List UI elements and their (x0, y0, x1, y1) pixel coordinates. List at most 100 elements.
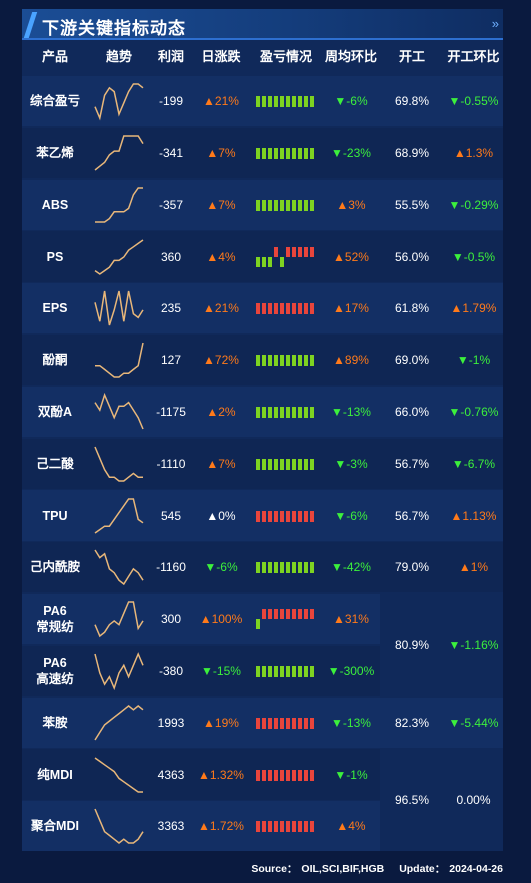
loss-bar (310, 769, 314, 781)
pl-bars (256, 665, 314, 677)
profit-bar (274, 96, 278, 108)
loss-bar (310, 609, 314, 620)
product-name: 双酚A (37, 404, 73, 419)
operating-rate-change: ▼-1% (456, 353, 491, 368)
profit-bar (256, 406, 260, 418)
loss-bar (304, 717, 308, 729)
operating-rate: 66.0% (394, 404, 430, 419)
table-row[interactable]: 苯胺 1993 ▲19% ▼-13% 82.3% ▼-5.44% (22, 697, 503, 748)
profit-bar (268, 147, 272, 159)
trend-line (94, 392, 144, 430)
operating-rate-change: ▼-0.29% (448, 197, 499, 212)
profit-bar (280, 562, 284, 574)
daily-change: ▲4% (206, 249, 236, 264)
source-label: Source： (251, 863, 298, 875)
loss-bar (298, 717, 302, 729)
profit-bar (262, 562, 266, 574)
table-row[interactable]: TPU 545 ▲0% ▼-6% 56.7% ▲1.13% (22, 490, 503, 541)
profit-value: -1160 (156, 560, 186, 575)
weekly-change: ▼-6% (334, 508, 368, 523)
loss-bar (274, 303, 278, 315)
profit-bar (256, 256, 260, 267)
trend-line (94, 809, 144, 845)
profit-bar (292, 355, 296, 367)
trend-line (94, 704, 144, 741)
loss-bar (262, 821, 266, 833)
profit-bar (304, 199, 308, 211)
loss-bar (280, 609, 284, 620)
profit-bar (256, 458, 260, 470)
loss-bar (304, 769, 308, 781)
profit-value: -1175 (156, 404, 186, 419)
profit-bar (280, 199, 284, 211)
loss-bar (298, 246, 302, 257)
profit-bar (280, 665, 284, 677)
loss-bar (304, 510, 308, 522)
operating-rate: 96.5% (394, 793, 430, 808)
loss-bar (286, 303, 290, 315)
profit-value: 360 (160, 249, 182, 264)
profit-bar (286, 562, 290, 574)
table-row[interactable]: 己内酰胺 -1160 ▼-6% ▼-42% 79.0% ▲1% (22, 542, 503, 593)
weekly-change: ▼-6% (334, 94, 368, 109)
loss-bar (280, 769, 284, 781)
daily-change: ▲1.72% (198, 819, 244, 834)
profit-value: -357 (158, 197, 184, 212)
trend-sparkline (94, 497, 144, 534)
operating-rate-change: ▼-0.76% (448, 404, 499, 419)
loss-bar (256, 717, 260, 729)
profit-bar (274, 199, 278, 211)
pl-bars (256, 562, 314, 574)
profit-bar (262, 96, 266, 108)
trend-sparkline (94, 83, 144, 121)
product-name: 酚酮 (42, 353, 68, 368)
profit-bar (310, 665, 314, 677)
source-value: OIL,SCI,BIF,HGB (301, 863, 385, 875)
double-chevron-right-icon[interactable]: » (491, 16, 499, 31)
product-name: PA6 常规纺 (36, 604, 74, 635)
loss-bar (286, 246, 290, 257)
trend-line (95, 186, 143, 223)
table-row[interactable]: 双酚A -1175 ▲2% ▼-13% 66.0% ▼-0.76% (22, 386, 503, 438)
loss-bar (286, 510, 290, 522)
profit-bar (280, 406, 284, 418)
loss-bar (304, 821, 308, 833)
profit-bar (268, 665, 272, 677)
loss-bar (292, 769, 296, 781)
loss-bar (268, 717, 272, 729)
loss-bar (280, 303, 284, 315)
profit-bar (298, 665, 302, 677)
operating-rate: 80.9% (394, 638, 430, 653)
loss-bar (298, 303, 302, 315)
operating-rate: 56.7% (394, 508, 430, 523)
loss-bar (304, 246, 308, 257)
hdr-profit: 利润 (157, 49, 184, 64)
profit-bar (274, 147, 278, 159)
profit-bar (274, 562, 278, 574)
loss-bar (298, 609, 302, 620)
weekly-change: ▼-3% (334, 456, 368, 471)
table-row[interactable]: EPS 235 ▲21% ▲17% 61.8% ▲1.79% (22, 283, 503, 334)
profit-bar (268, 96, 272, 108)
product-name: PA6 高速纺 (36, 655, 74, 686)
trend-line (94, 135, 144, 171)
profit-bar (262, 199, 266, 211)
operating-rate: 61.8% (394, 301, 430, 316)
merged-cell-bg (380, 749, 503, 852)
table-row[interactable]: 酚酮 127 ▲72% ▲89% 69.0% ▼-1% (22, 335, 503, 386)
profit-bar (304, 665, 308, 677)
trend-line (94, 497, 144, 534)
table-row[interactable]: 己二酸 -1110 ▲7% ▼-3% 56.7% ▼-6.7% (22, 438, 503, 489)
table-row[interactable]: 综合盈亏 -199 ▲21% ▼-6% 69.8% ▼-0.55% (22, 76, 503, 127)
loss-bar (280, 821, 284, 833)
table-row[interactable]: 苯乙烯 -341 ▲7% ▼-23% 68.9% ▲1.3% (22, 127, 503, 179)
table-row[interactable]: ABS -357 ▲7% ▲3% 55.5% ▼-0.29% (22, 179, 503, 230)
loss-bar (310, 821, 314, 833)
profit-bar (262, 665, 266, 677)
trend-sparkline (94, 652, 144, 691)
table-row[interactable]: PS 360 ▲4% ▲52% 56.0% ▼-0.5% (22, 231, 503, 282)
loss-bar (268, 821, 272, 833)
product-name: ABS (41, 197, 69, 212)
footer: Source： OIL,SCI,BIF,HGB Update： 2024-04-26 (247, 861, 503, 876)
profit-bar (286, 199, 290, 211)
